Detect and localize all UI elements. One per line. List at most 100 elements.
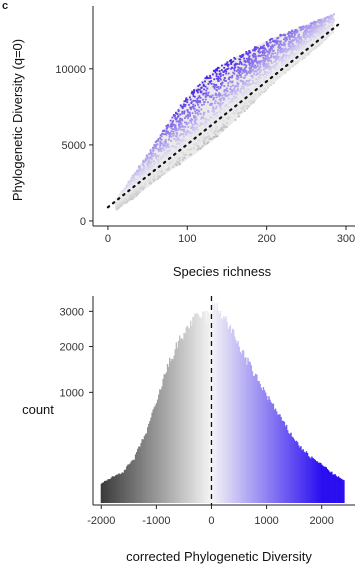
scatter-point: [323, 26, 326, 29]
scatter-point: [157, 170, 160, 173]
scatter-point: [149, 181, 152, 184]
scatter-point: [266, 63, 269, 66]
scatter-point: [137, 184, 140, 186]
scatter-point: [197, 109, 200, 112]
scatter-point: [185, 146, 187, 148]
scatter-point: [161, 174, 163, 176]
scatter-point: [303, 48, 305, 51]
scatter-point: [222, 97, 224, 99]
scatter-point: [276, 57, 279, 60]
scatter-point: [248, 50, 250, 52]
histogram-bar: [198, 316, 201, 503]
scatter-point: [315, 45, 317, 48]
scatter-point: [146, 157, 148, 160]
scatter-point: [279, 40, 281, 43]
scatter-point: [288, 31, 290, 33]
scatter-point: [210, 127, 213, 130]
scatter-point: [273, 49, 275, 52]
y-tick-label: 2000: [60, 342, 84, 354]
scatter-point: [133, 178, 135, 181]
scatter-point: [203, 101, 206, 103]
scatter-point: [222, 74, 225, 76]
scatter-point: [215, 128, 217, 130]
scatter-point: [298, 51, 301, 54]
scatter-point: [264, 48, 267, 50]
scatter-point: [225, 104, 228, 106]
scatter-point: [253, 92, 255, 94]
scatter-point: [328, 21, 330, 24]
scatter-point: [287, 49, 289, 52]
histogram-bar: [309, 457, 311, 503]
scatter-point: [287, 57, 290, 60]
scatter-point: [132, 190, 135, 193]
scatter-point: [146, 168, 149, 171]
scatter-point: [153, 161, 155, 164]
histogram-bar: [144, 434, 147, 503]
scatter-point: [136, 190, 138, 193]
scatter-point: [286, 38, 289, 41]
scatter-point: [288, 38, 291, 40]
scatter-point: [247, 88, 250, 91]
scatter-point: [194, 99, 197, 102]
scatter-point: [302, 42, 305, 45]
scatter-point: [263, 62, 265, 65]
scatter-point: [225, 114, 228, 116]
scatter-point: [308, 52, 310, 55]
scatter-point: [192, 95, 195, 97]
scatter-point: [159, 147, 162, 150]
scatter-point: [198, 110, 201, 113]
histogram-bar: [323, 466, 325, 503]
scatter-point: [190, 108, 192, 111]
scatter-point: [298, 47, 300, 49]
scatter-point: [206, 118, 209, 121]
scatter-point: [232, 60, 235, 63]
scatter-point: [194, 119, 196, 122]
scatter-point: [229, 85, 232, 88]
scatter-point: [202, 132, 205, 134]
scatter-point: [214, 116, 217, 118]
scatter-point: [233, 97, 236, 100]
scatter-point: [262, 74, 265, 77]
scatter-point: [242, 53, 245, 56]
scatter-point: [267, 60, 269, 62]
scatter-point: [226, 68, 229, 70]
scatter-point: [160, 150, 163, 153]
scatter-point: [155, 147, 158, 150]
scatter-point: [271, 50, 274, 52]
histogram-bar: [159, 389, 161, 503]
scatter-point: [267, 62, 270, 65]
scatter-point: [283, 71, 285, 73]
scatter-point: [166, 132, 169, 134]
scatter-point: [198, 106, 201, 109]
scatter-point: [261, 79, 264, 82]
scatter-point: [133, 196, 136, 198]
scatter-point: [291, 63, 293, 65]
scatter-point: [248, 71, 251, 74]
histogram-bar: [191, 325, 193, 503]
scatter-point: [278, 59, 281, 62]
scatter-point: [227, 72, 230, 75]
scatter-point: [205, 120, 207, 123]
scatter-point: [163, 143, 165, 146]
scatter-point: [152, 160, 155, 162]
histogram-bar: [149, 421, 151, 503]
scatter-point: [268, 52, 271, 55]
scatter-point: [273, 82, 275, 84]
scatter-point: [209, 116, 212, 119]
scatter-point: [250, 74, 253, 77]
scatter-point: [218, 103, 220, 105]
scatter-point: [137, 169, 140, 172]
scatter-point: [186, 149, 189, 151]
scatter-point: [303, 33, 305, 36]
scatter-point: [235, 85, 238, 88]
scatter-point: [214, 133, 217, 136]
scatter-point: [258, 60, 260, 63]
scatter-point: [283, 50, 286, 53]
scatter-point: [148, 169, 151, 172]
scatter-point: [169, 163, 171, 165]
scatter-point: [281, 60, 284, 63]
scatter-point: [209, 81, 211, 84]
scatter-point: [253, 99, 256, 102]
histogram-bar: [158, 394, 160, 503]
